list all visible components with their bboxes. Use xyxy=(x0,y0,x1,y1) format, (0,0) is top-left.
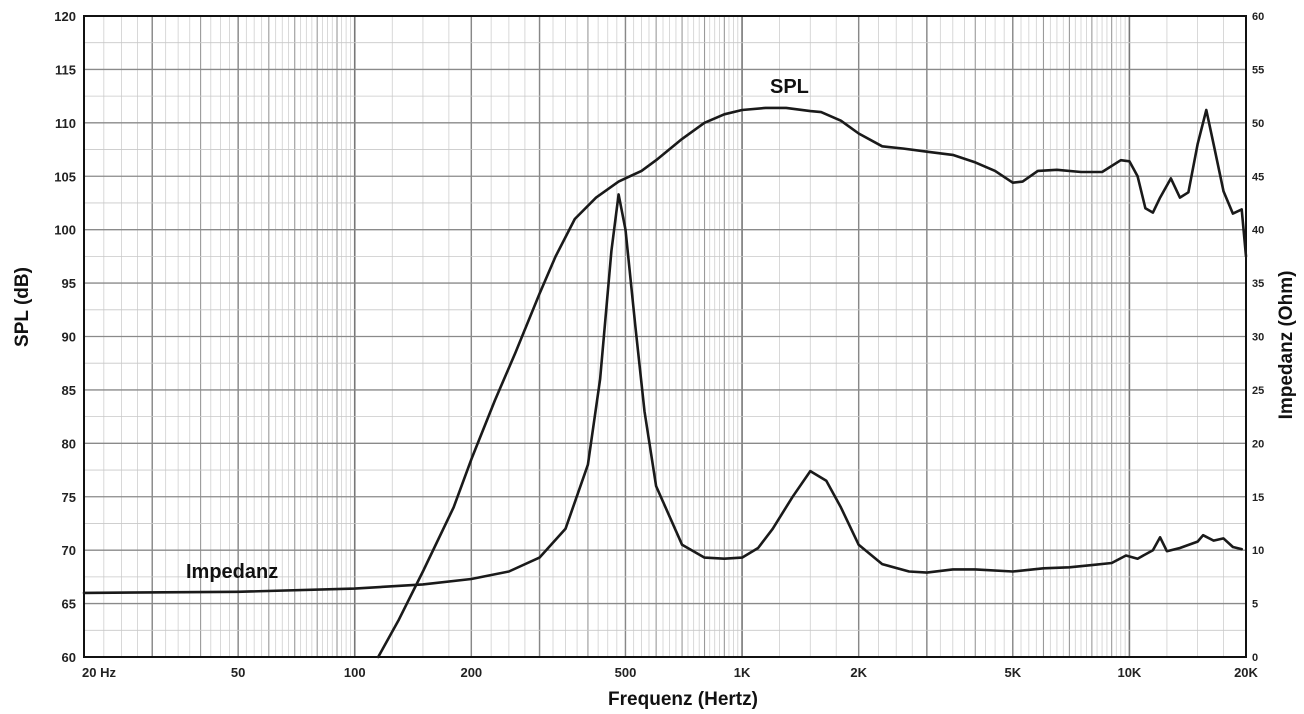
y2-tick-label: 20 xyxy=(1252,438,1264,450)
y2-tick-label: 35 xyxy=(1252,278,1264,290)
y-tick-label: 80 xyxy=(62,436,76,451)
spl-series-line xyxy=(376,106,1248,659)
y-tick-label: 115 xyxy=(55,62,76,77)
y2-tick-label: 60 xyxy=(1252,11,1264,23)
y-tick-label: 100 xyxy=(54,223,76,238)
x-tick-label: 2K xyxy=(850,665,867,680)
y-tick-label: 70 xyxy=(62,543,76,558)
series-label-spl: SPL xyxy=(770,76,809,98)
x-tick-label: 100 xyxy=(344,665,366,680)
y2-tick-label: 5 xyxy=(1252,599,1258,611)
y-tick-label: 105 xyxy=(54,169,76,184)
y-tick-label: 120 xyxy=(54,9,76,24)
series-label-impedanz: Impedanz xyxy=(186,561,278,583)
y-axis-title: SPL (dB) xyxy=(12,267,33,347)
series-group xyxy=(82,106,1248,659)
y2-tick-label: 40 xyxy=(1252,225,1264,237)
plot-frame xyxy=(83,15,1247,658)
grid xyxy=(84,15,1246,658)
x-tick-label: 10K xyxy=(1117,665,1141,680)
tick-labels: 20 Hz 50 100 200 500 1K 2K 5K 10K 20K606570758085… xyxy=(54,9,1264,680)
x-tick-label: 20 Hz xyxy=(82,665,116,680)
impedance-series-line xyxy=(82,193,1243,595)
y2-tick-label: 10 xyxy=(1252,545,1264,557)
y-tick-label: 75 xyxy=(62,490,76,505)
y-tick-label: 65 xyxy=(62,597,76,612)
y-tick-label: 60 xyxy=(62,650,76,665)
y2-tick-label: 50 xyxy=(1252,118,1264,130)
y-tick-label: 110 xyxy=(55,116,76,131)
x-tick-label: 500 xyxy=(615,665,637,680)
y2-tick-label: 15 xyxy=(1252,492,1264,504)
y2-axis-title: Impedanz (Ohm) xyxy=(1276,271,1297,420)
x-tick-label: 1K xyxy=(734,665,751,680)
y-tick-label: 85 xyxy=(62,383,76,398)
y-tick-label: 90 xyxy=(62,330,76,345)
x-axis-title: Frequenz (Hertz) xyxy=(608,689,758,710)
x-tick-label: 200 xyxy=(460,665,482,680)
y2-tick-label: 30 xyxy=(1252,332,1264,344)
y2-tick-label: 25 xyxy=(1252,385,1264,397)
y2-tick-label: 45 xyxy=(1252,171,1264,183)
x-tick-label: 5K xyxy=(1004,665,1021,680)
x-tick-label: 50 xyxy=(231,665,245,680)
y2-tick-label: 0 xyxy=(1252,652,1258,664)
y-tick-label: 95 xyxy=(62,276,76,291)
y2-tick-label: 55 xyxy=(1252,64,1264,76)
x-tick-label: 20K xyxy=(1234,665,1258,680)
